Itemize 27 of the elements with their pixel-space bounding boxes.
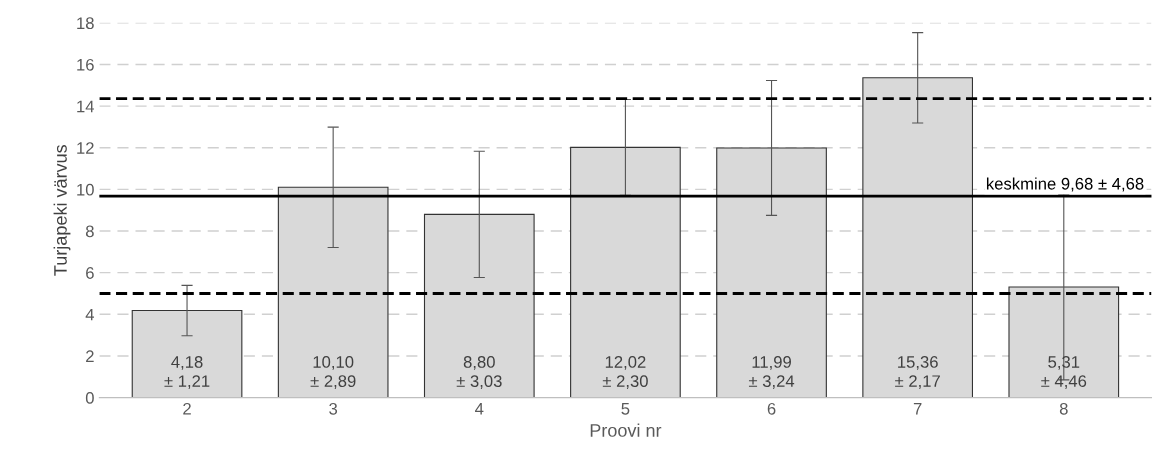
y-tick-label: 14: [77, 100, 95, 113]
y-tick-label: 2: [86, 350, 94, 362]
ref-line-label: keskmine 9,68 ± 4,68: [986, 177, 1144, 192]
x-tick-label: 7: [913, 403, 922, 415]
y-tick-label: 18: [77, 17, 94, 30]
y-tick-label: 10: [77, 183, 94, 196]
x-axis-title: Proovi nr: [590, 423, 662, 437]
y-tick-label: 12: [77, 142, 94, 154]
y-tick-label: 8: [85, 225, 94, 238]
data-label: 4,18 ± 1,21: [164, 356, 210, 389]
y-tick-label: 6: [86, 267, 94, 279]
data-label: 12,02 ± 2,30: [602, 356, 648, 389]
y-tick-label: 4: [85, 308, 95, 321]
y-axis-title: Turjapeki värvus: [53, 144, 71, 276]
x-tick-label: 5: [621, 403, 630, 415]
x-tick-label: 4: [475, 403, 484, 415]
y-tick-label: 0: [85, 391, 94, 404]
bar: [131, 310, 243, 398]
data-label: 15,36 ± 2,17: [895, 356, 940, 389]
y-tick-label: 16: [77, 58, 94, 71]
data-label: 10,10 ± 2,89: [310, 356, 356, 389]
x-tick-label: 3: [329, 402, 338, 415]
x-tick-label: 2: [183, 402, 191, 415]
data-label: 11,99 ± 3,24: [748, 356, 795, 389]
x-tick-label: 8: [1059, 402, 1068, 415]
data-label: 8,80 ± 3,03: [456, 356, 502, 389]
x-tick-label: 6: [767, 402, 776, 415]
